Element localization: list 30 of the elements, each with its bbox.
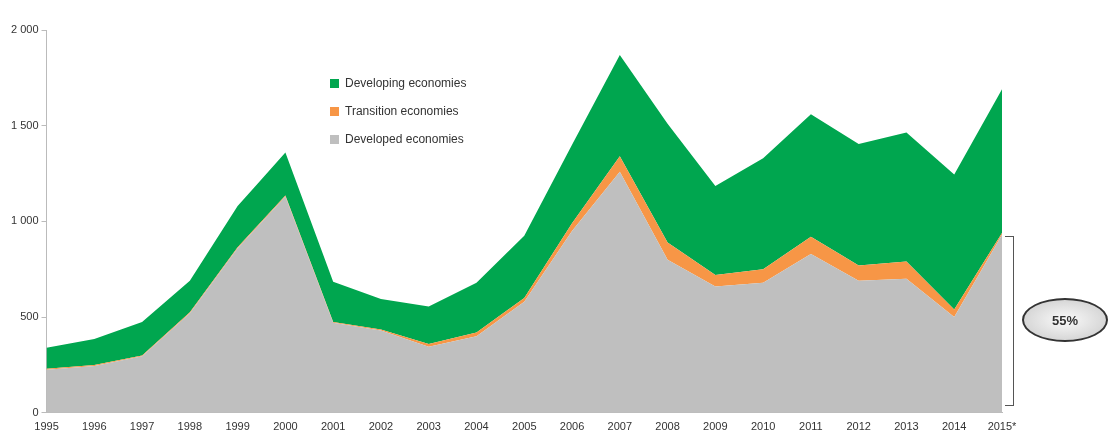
x-tick-label: 2008: [655, 420, 680, 433]
x-tick-label: 2005: [512, 420, 537, 433]
y-tick-label: 1 500: [11, 118, 39, 131]
x-tick-label: 1995: [34, 420, 59, 433]
x-tick-label: 2013: [894, 420, 919, 433]
x-tick-label: 2006: [559, 420, 585, 433]
x-tick-label: 2014: [941, 420, 967, 433]
y-tick-label: 1 000: [11, 214, 39, 227]
x-tick-label: 2012: [846, 420, 871, 433]
x-tick-label: 2007: [607, 420, 633, 433]
x-tick-label: 1999: [225, 420, 250, 433]
x-tick-label: 2015*: [987, 420, 1018, 433]
x-tick-label: 2011: [799, 420, 823, 433]
x-tick-label: 1997: [129, 420, 155, 433]
y-tick-label: 2 000: [11, 23, 39, 36]
x-tick-label: 2000: [273, 420, 298, 433]
y-tick-label: 500: [20, 310, 39, 323]
x-tick-label: 1996: [82, 420, 107, 433]
y-tick-label: 0: [32, 405, 39, 418]
x-tick-label: 2004: [464, 420, 489, 433]
x-tick-label: 1998: [177, 420, 203, 433]
legend-label: Transition economies: [345, 104, 459, 118]
x-tick-label: 2010: [750, 420, 776, 433]
text: 55%: [1022, 298, 1108, 342]
legend-label: Developed economies: [345, 132, 464, 146]
x-tick-label: 2009: [703, 420, 728, 433]
legend-label: Developing economies: [345, 76, 467, 90]
x-tick-label: 2001: [320, 420, 346, 433]
x-tick-label: 2003: [416, 420, 441, 433]
x-tick-label: 2002: [368, 420, 394, 433]
